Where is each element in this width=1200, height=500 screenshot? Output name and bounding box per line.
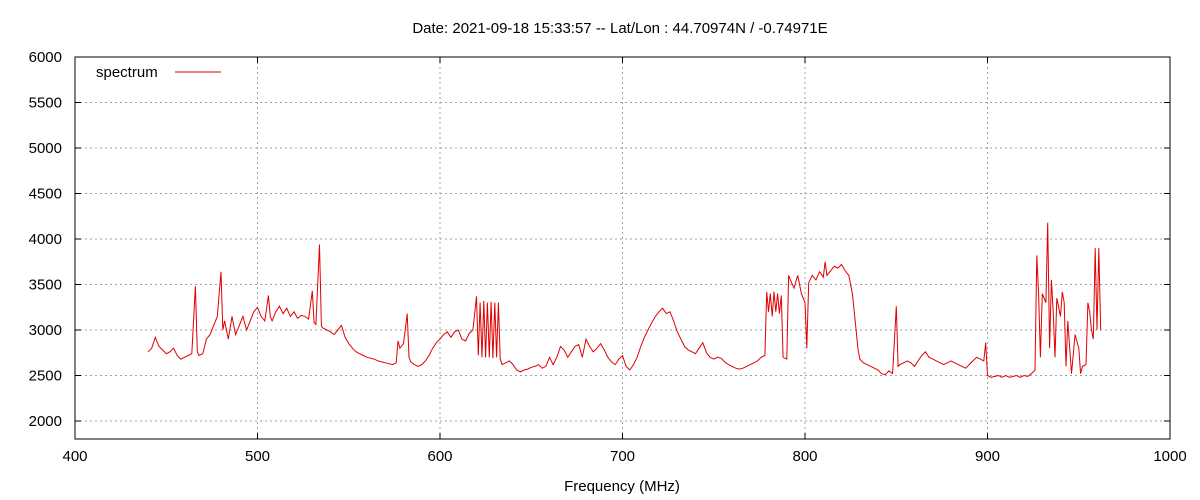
tick-layer: 400 500 600 700 800 900 1000 2000 2500 3000 3500 40… xyxy=(29,49,1187,465)
y-tick-label: 2500 xyxy=(29,368,62,385)
legend-label-spectrum: spectrum xyxy=(96,64,158,81)
y-tick-label: 4000 xyxy=(29,231,62,248)
y-tick-label: 3500 xyxy=(29,277,62,294)
x-tick-label: 1000 xyxy=(1153,448,1186,465)
y-tick-label: 4500 xyxy=(29,186,62,203)
y-tick-label: 5000 xyxy=(29,140,62,157)
x-tick-label: 700 xyxy=(610,448,635,465)
y-tick-label: 6000 xyxy=(29,49,62,66)
y-tick-label: 5500 xyxy=(29,95,62,112)
x-tick-label: 800 xyxy=(792,448,817,465)
series-line-spectrum xyxy=(147,222,1102,378)
y-tick-label: 2000 xyxy=(29,413,62,430)
chart-title: Date: 2021-09-18 15:33:57 -- Lat/Lon : 4… xyxy=(412,20,827,37)
grid-layer xyxy=(75,57,1170,439)
legend: spectrum xyxy=(96,64,221,81)
y-tick-label: 3000 xyxy=(29,322,62,339)
x-axis-title: Frequency (MHz) xyxy=(564,478,680,495)
x-tick-label: 500 xyxy=(245,448,270,465)
x-tick-label: 900 xyxy=(975,448,1000,465)
x-tick-label: 600 xyxy=(427,448,452,465)
x-tick-label: 400 xyxy=(62,448,87,465)
series-layer xyxy=(147,222,1102,378)
